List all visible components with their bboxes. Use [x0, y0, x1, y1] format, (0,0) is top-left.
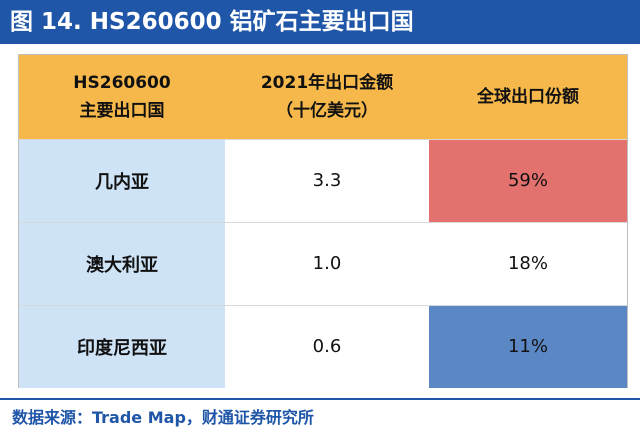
country-cell: 印度尼西亚: [19, 305, 225, 388]
table-row: 几内亚 3.3 59%: [19, 139, 627, 222]
share-cell: 18%: [429, 222, 627, 305]
table-header: HS260600 主要出口国 2021年出口金额 （十亿美元） 全球出口份额: [19, 55, 627, 139]
export-value-cell: 0.6: [225, 305, 429, 388]
country-cell: 澳大利亚: [19, 222, 225, 305]
row-divider: [19, 139, 627, 140]
header-value: 2021年出口金额 （十亿美元）: [225, 55, 429, 139]
row-divider: [19, 222, 627, 223]
export-value-cell: 3.3: [225, 139, 429, 222]
header-share: 全球出口份额: [429, 55, 627, 139]
table-row: 澳大利亚 1.0 18%: [19, 222, 627, 305]
header-country-line1: HS260600: [73, 73, 171, 93]
export-table: HS260600 主要出口国 2021年出口金额 （十亿美元） 全球出口份额 几…: [18, 54, 628, 388]
header-value-line1: 2021年出口金额: [260, 73, 394, 93]
table-row: 印度尼西亚 0.6 11%: [19, 305, 627, 388]
country-cell: 几内亚: [19, 139, 225, 222]
header-country-line2: 主要出口国: [79, 101, 165, 121]
source-note: 数据来源：Trade Map，财通证券研究所: [12, 408, 314, 427]
row-divider: [19, 305, 627, 306]
figure-title: 图 14. HS260600 铝矿石主要出口国: [0, 0, 640, 44]
header-share-line1: 全球出口份额: [477, 87, 579, 107]
header-country: HS260600 主要出口国: [19, 55, 225, 139]
export-value-cell: 1.0: [225, 222, 429, 305]
header-value-line2: （十亿美元）: [276, 101, 378, 121]
share-cell: 59%: [429, 139, 627, 222]
share-cell: 11%: [429, 305, 627, 388]
footer-rule: [0, 398, 640, 400]
